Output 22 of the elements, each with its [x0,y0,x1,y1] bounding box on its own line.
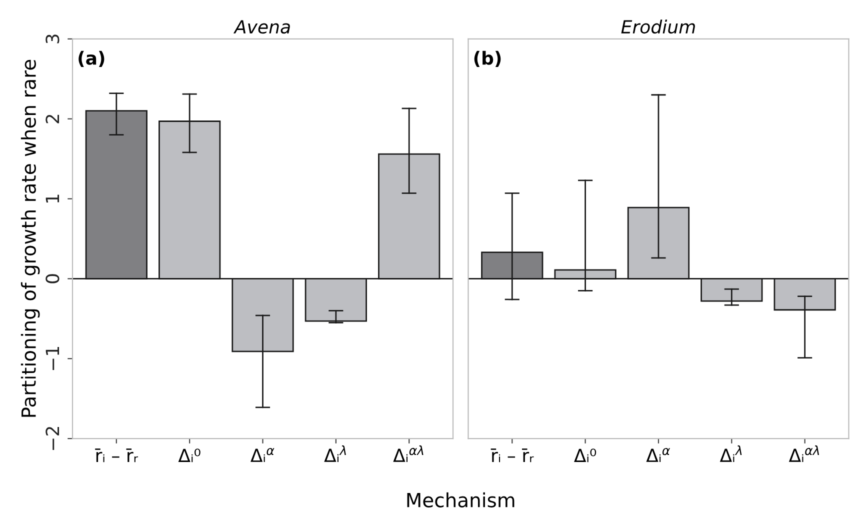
y-tick-label: 3 [46,34,60,44]
x-tick-label: Δᵢ$^{α}$ [646,448,670,462]
x-tick-label: Δᵢ$^{αλ}$ [788,445,820,462]
x-tick-label: Δᵢ⁰ [574,448,596,462]
y-tick-label: 0 [46,274,60,284]
y-tick-label: 1 [46,194,60,203]
x-tick-label: Δᵢ⁰ [178,448,200,462]
x-axis-title: Mechanism [407,492,514,508]
y-axis-title: Partitioning of growth rate when rare [20,60,40,417]
chart-title: Avena [233,20,290,34]
chart-title: Erodium [621,20,695,34]
y-tick-label: 2 [46,114,60,124]
x-tick-label: Δᵢ$^{λ}$ [720,445,742,462]
annotation: (a) [78,50,104,68]
x-tick-label: r̄ᵢ – r̄ᵣ [95,448,138,462]
x-tick-label: Δᵢ$^{α}$ [250,448,274,462]
x-tick-label: r̄ᵢ – r̄ᵣ [490,448,534,462]
x-tick-label: Δᵢ$^{λ}$ [324,445,346,462]
y-tick-label: −1 [46,346,60,370]
annotation: (b) [474,50,501,68]
x-tick-label: Δᵢ$^{αλ}$ [393,445,424,462]
y-tick-label: −2 [46,427,60,450]
